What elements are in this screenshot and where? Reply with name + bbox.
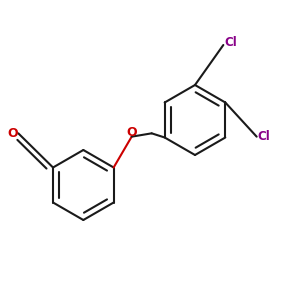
Text: O: O bbox=[126, 126, 137, 139]
Text: O: O bbox=[7, 127, 18, 140]
Text: Cl: Cl bbox=[258, 130, 270, 143]
Text: Cl: Cl bbox=[224, 36, 237, 49]
